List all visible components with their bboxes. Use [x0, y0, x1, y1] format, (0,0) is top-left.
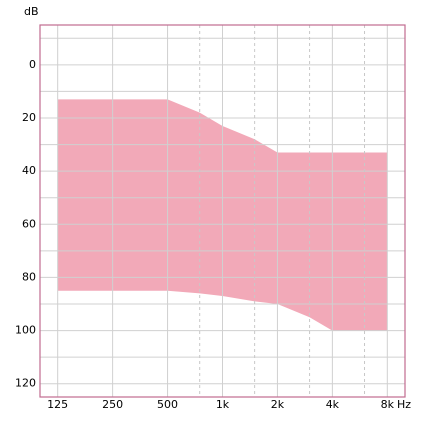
- y-tick-label: 80: [22, 270, 36, 283]
- x-tick-label: 4k: [326, 398, 340, 411]
- plot-frame: [39, 24, 406, 398]
- x-tick-label: 8k: [381, 398, 395, 411]
- y-tick-label: 0: [29, 58, 36, 71]
- x-tick-label: 250: [102, 398, 123, 411]
- x-tick-label: 1k: [216, 398, 230, 411]
- x-tick-label: 500: [157, 398, 178, 411]
- x-tick-label: 125: [47, 398, 68, 411]
- x-axis-label: Hz: [397, 398, 411, 411]
- y-tick-label: 100: [15, 324, 36, 337]
- y-tick-label: 40: [22, 164, 36, 177]
- y-tick-label: 20: [22, 111, 36, 124]
- y-axis-label: dB: [24, 5, 39, 18]
- x-tick-label: 2k: [271, 398, 285, 411]
- y-tick-label: 120: [15, 377, 36, 390]
- y-tick-label: 60: [22, 217, 36, 230]
